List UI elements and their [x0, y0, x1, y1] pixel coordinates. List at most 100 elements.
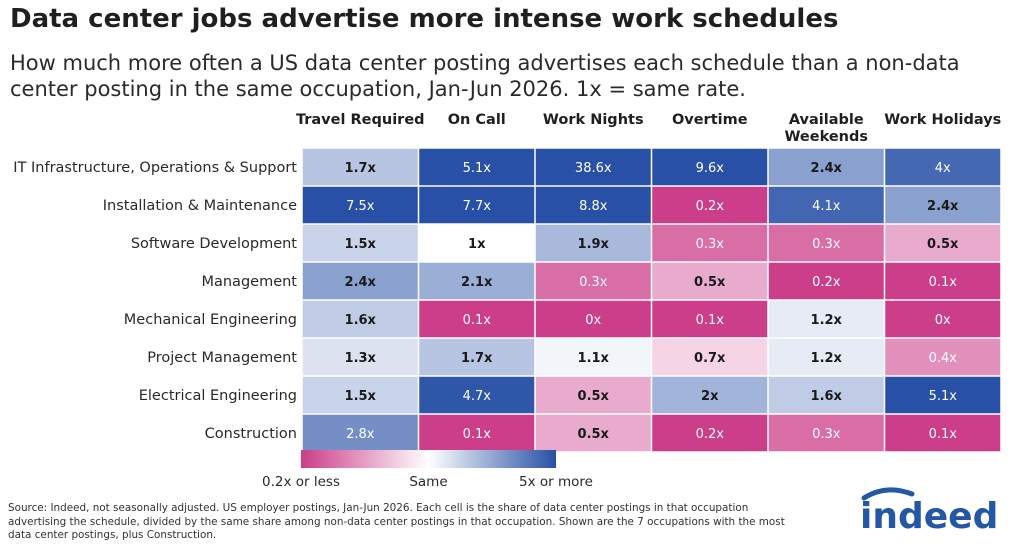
cell-value-label: 1.5x	[345, 389, 377, 404]
heatmap-cell	[535, 224, 651, 262]
heatmap-cell	[885, 376, 1001, 414]
heatmap-cell	[768, 414, 884, 452]
cell-value-label: 5.1x	[463, 161, 492, 176]
heatmap-cell	[885, 300, 1001, 338]
cell-value-label: 2x	[701, 389, 719, 404]
cell-value-label: 0x	[585, 313, 601, 328]
row-label: Construction	[205, 426, 297, 442]
heatmap-cell	[302, 224, 418, 262]
row-label: Project Management	[147, 350, 297, 366]
cell-value-label: 0.4x	[929, 351, 958, 366]
heatmap-cell	[652, 376, 768, 414]
heatmap-cell	[768, 186, 884, 224]
cell-value-label: 1.6x	[345, 313, 377, 328]
heatmap-cell	[419, 262, 535, 300]
heatmap-cell	[885, 414, 1001, 452]
heatmap-cell	[302, 262, 418, 300]
cell-value-label: 2.1x	[461, 275, 493, 290]
heatmap-cell	[302, 376, 418, 414]
cell-value-label: 2.8x	[346, 427, 375, 442]
indeed-logo: indeed	[860, 487, 998, 536]
heatmap-cell	[652, 414, 768, 452]
heatmap-cell	[302, 338, 418, 376]
cell-value-label: 38.6x	[575, 161, 612, 176]
heatmap-cell	[652, 224, 768, 262]
cell-value-label: 1.7x	[345, 161, 377, 176]
cell-value-label: 5.1x	[929, 389, 958, 404]
column-header: Work Nights	[543, 112, 644, 128]
indeed-logo-text: indeed	[860, 496, 998, 536]
heatmap-cell	[652, 148, 768, 186]
heatmap-cell	[535, 186, 651, 224]
heatmap-chart: Travel Required On Call Work Nights Overtim…	[13, 112, 1001, 490]
heatmap-cell	[302, 300, 418, 338]
cell-value-label: 0.3x	[579, 275, 608, 290]
heatmap-cell	[652, 300, 768, 338]
heatmap-cell	[535, 148, 651, 186]
cell-value-label: 0.1x	[696, 313, 725, 328]
row-label: Management	[201, 274, 297, 290]
cell-value-label: 0.2x	[696, 199, 725, 214]
cell-value-label: 0.2x	[812, 275, 841, 290]
heatmap-cell	[535, 262, 651, 300]
heatmap-cell	[885, 224, 1001, 262]
heatmap-cell	[535, 414, 651, 452]
cell-value-label: 0.2x	[696, 427, 725, 442]
heatmap-cell	[419, 186, 535, 224]
cell-value-label: 4x	[935, 161, 951, 176]
cell-value-label: 4.1x	[812, 199, 841, 214]
cell-value-label: 0.1x	[929, 427, 958, 442]
cell-value-label: 0x	[935, 313, 951, 328]
heatmap-cell	[885, 148, 1001, 186]
row-label: Electrical Engineering	[139, 388, 297, 404]
cell-value-label: 0.5x	[694, 275, 726, 290]
cell-value-label: 2.4x	[345, 275, 377, 290]
heatmap-cell	[652, 186, 768, 224]
cell-value-label: 9.6x	[696, 161, 725, 176]
cell-value-label: 1.2x	[811, 313, 843, 328]
cell-value-label: 0.3x	[696, 237, 725, 252]
cell-value-label: 0.1x	[463, 427, 492, 442]
cell-value-label: 2.4x	[811, 161, 843, 176]
cell-value-label: 1.3x	[345, 351, 377, 366]
column-header: Overtime	[672, 112, 748, 128]
heatmap-cell	[535, 300, 651, 338]
cell-value-label: 8.8x	[579, 199, 608, 214]
column-header: Available Weekends	[784, 112, 868, 145]
heatmap-cell	[885, 186, 1001, 224]
legend-low-label: 0.2x or less	[262, 474, 340, 490]
heatmap-cell	[419, 148, 535, 186]
heatmap-cell	[768, 376, 884, 414]
heatmap-cell	[885, 338, 1001, 376]
column-header: Travel Required	[296, 112, 425, 128]
cell-value-label: 0.5x	[578, 389, 610, 404]
row-label: Installation & Maintenance	[103, 198, 297, 214]
cell-value-label: 1x	[468, 237, 486, 252]
column-header: Work Holidays	[884, 112, 1001, 128]
cell-value-label: 0.1x	[463, 313, 492, 328]
cell-value-label: 1.2x	[811, 351, 843, 366]
cell-value-label: 0.7x	[694, 351, 726, 366]
heatmap-cell	[768, 224, 884, 262]
cell-value-label: 2.4x	[927, 199, 959, 214]
column-header: On Call	[448, 112, 506, 128]
chart-subtitle: How much more often a US data center pos…	[10, 51, 960, 101]
cell-value-label: 0.3x	[812, 237, 841, 252]
heatmap-cell	[652, 262, 768, 300]
cell-value-label: 7.5x	[346, 199, 375, 214]
cell-value-label: 0.5x	[927, 237, 959, 252]
heatmap-cell	[302, 186, 418, 224]
cell-value-label: 1.7x	[461, 351, 493, 366]
heatmap-cell	[302, 148, 418, 186]
chart-title: Data center jobs advertise more intense …	[10, 4, 839, 34]
cell-value-label: 4.7x	[463, 389, 492, 404]
heatmap-cell	[419, 414, 535, 452]
cell-value-label: 0.5x	[578, 427, 610, 442]
legend-high-label: 5x or more	[519, 474, 593, 490]
source-note: Source: Indeed, not seasonally adjusted.…	[8, 502, 785, 541]
cell-value-label: 0.1x	[929, 275, 958, 290]
cell-value-label: 1.6x	[811, 389, 843, 404]
cell-value-label: 7.7x	[463, 199, 492, 214]
heatmap-cell	[302, 414, 418, 452]
row-label: Software Development	[131, 236, 297, 252]
